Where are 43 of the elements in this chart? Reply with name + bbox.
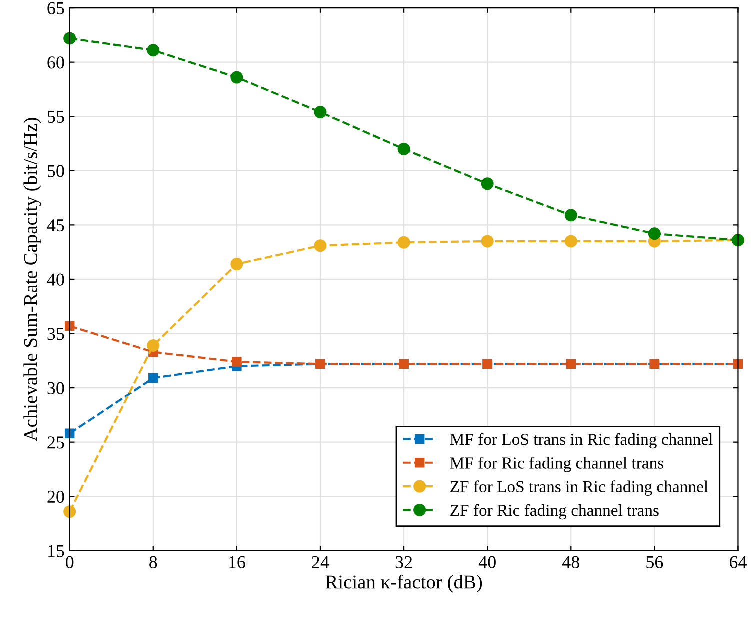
y-tick-label: 15 — [48, 545, 64, 558]
y-tick-label: 35 — [48, 328, 64, 340]
point — [481, 178, 494, 190]
point — [564, 209, 578, 222]
point — [64, 506, 76, 518]
point — [147, 44, 160, 57]
x-tick-label: 56 — [646, 556, 664, 568]
x-tick-label: 0 — [66, 556, 74, 568]
y-tick-label: 65 — [48, 2, 64, 14]
point — [147, 339, 160, 352]
legend-label: ZF for LoS trans in Ric fading channel — [450, 480, 708, 496]
y-tick-label: 50 — [48, 165, 64, 178]
point — [481, 235, 494, 248]
y-tick-label: 20 — [48, 490, 64, 504]
y-tick-label: 60 — [48, 56, 64, 69]
point — [398, 142, 410, 156]
legend-label: MF for LoS trans in Ric fading channel — [450, 433, 713, 449]
point — [232, 357, 242, 367]
x-tick-label: 64 — [730, 556, 747, 568]
x-tick-label: 32 — [396, 556, 412, 568]
y-tick-label: 40 — [47, 274, 64, 286]
legend-label: ZF for Ric fading channel trans — [450, 504, 659, 520]
x-axis-title: Rician κ-factor (dB) — [326, 574, 482, 593]
point — [230, 258, 244, 271]
x-tick-label: 40 — [478, 556, 496, 568]
x-tick-label: 8 — [150, 556, 158, 568]
x-tick-label: 24 — [312, 556, 330, 568]
y-tick-label: 45 — [47, 220, 64, 232]
point — [564, 235, 578, 248]
y-tick-label: 55 — [48, 111, 64, 124]
point — [148, 373, 158, 384]
x-tick-label: 16 — [230, 556, 246, 568]
y-tick-label: 25 — [48, 436, 64, 449]
point — [64, 32, 76, 45]
y-axis-title: Achievable Sum-Rate Capacity (bit/s/Hz) — [24, 118, 42, 442]
y-tick-label: 30 — [48, 382, 64, 394]
x-tick-label: 48 — [562, 556, 580, 568]
point — [398, 236, 410, 249]
point — [230, 71, 244, 84]
legend-label: MF for Ric fading channel trans — [450, 456, 664, 472]
point — [314, 106, 327, 119]
point — [648, 228, 661, 240]
point — [314, 240, 327, 252]
